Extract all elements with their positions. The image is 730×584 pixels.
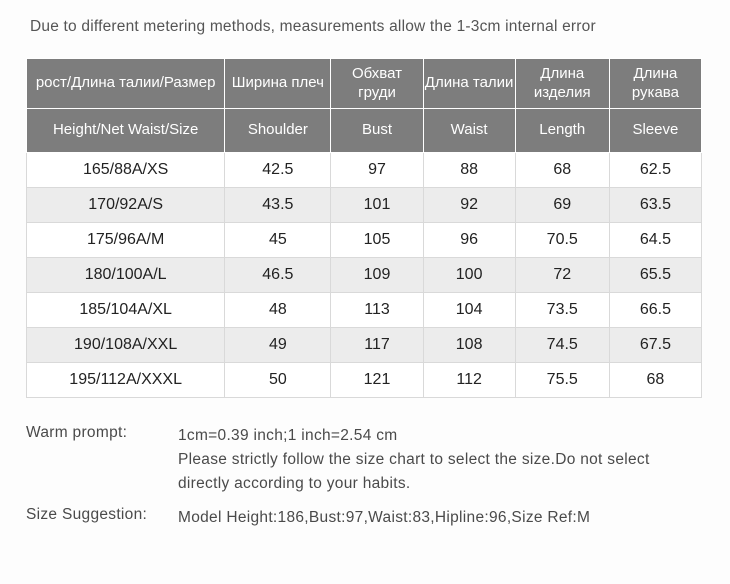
header-row-en: Height/Net Waist/Size Shoulder Bust Wais… <box>27 109 702 153</box>
cell: 165/88A/XS <box>27 153 225 188</box>
cell: 63.5 <box>609 188 701 223</box>
cell: 73.5 <box>515 293 609 328</box>
cell: 88 <box>423 153 515 188</box>
cell: 66.5 <box>609 293 701 328</box>
table-row: 195/112A/XXXL 50 121 112 75.5 68 <box>27 363 702 398</box>
table-row: 175/96A/M 45 105 96 70.5 64.5 <box>27 223 702 258</box>
th-ru-waist: Длина талии <box>423 59 515 109</box>
cell: 62.5 <box>609 153 701 188</box>
cell: 68 <box>609 363 701 398</box>
cell: 70.5 <box>515 223 609 258</box>
size-suggestion-value: Model Height:186,Bust:97,Waist:83,Hiplin… <box>178 506 704 530</box>
cell: 48 <box>225 293 331 328</box>
measurement-note: Due to different metering methods, measu… <box>30 18 704 36</box>
th-en-length: Length <box>515 109 609 153</box>
cell: 112 <box>423 363 515 398</box>
th-en-waist: Waist <box>423 109 515 153</box>
table-row: 185/104A/XL 48 113 104 73.5 66.5 <box>27 293 702 328</box>
cell: 45 <box>225 223 331 258</box>
cell: 97 <box>331 153 423 188</box>
cell: 113 <box>331 293 423 328</box>
th-ru-shoulder: Ширина плеч <box>225 59 331 109</box>
cell: 190/108A/XXL <box>27 328 225 363</box>
cell: 100 <box>423 258 515 293</box>
cell: 68 <box>515 153 609 188</box>
th-ru-sleeve: Длина рукава <box>609 59 701 109</box>
warm-prompt-line1: 1cm=0.39 inch;1 inch=2.54 cm <box>178 424 704 448</box>
cell: 195/112A/XXXL <box>27 363 225 398</box>
cell: 101 <box>331 188 423 223</box>
th-ru-length: Длина изделия <box>515 59 609 109</box>
cell: 65.5 <box>609 258 701 293</box>
cell: 121 <box>331 363 423 398</box>
cell: 69 <box>515 188 609 223</box>
cell: 49 <box>225 328 331 363</box>
cell: 108 <box>423 328 515 363</box>
table-row: 170/92A/S 43.5 101 92 69 63.5 <box>27 188 702 223</box>
cell: 72 <box>515 258 609 293</box>
cell: 75.5 <box>515 363 609 398</box>
th-en-sleeve: Sleeve <box>609 109 701 153</box>
cell: 185/104A/XL <box>27 293 225 328</box>
header-row-ru: рост/Длина талии/Размер Ширина плеч Обхв… <box>27 59 702 109</box>
cell: 117 <box>331 328 423 363</box>
cell: 104 <box>423 293 515 328</box>
cell: 170/92A/S <box>27 188 225 223</box>
cell: 74.5 <box>515 328 609 363</box>
cell: 67.5 <box>609 328 701 363</box>
cell: 46.5 <box>225 258 331 293</box>
table-row: 165/88A/XS 42.5 97 88 68 62.5 <box>27 153 702 188</box>
cell: 64.5 <box>609 223 701 258</box>
cell: 43.5 <box>225 188 331 223</box>
cell: 105 <box>331 223 423 258</box>
th-en-shoulder: Shoulder <box>225 109 331 153</box>
th-ru-size: рост/Длина талии/Размер <box>27 59 225 109</box>
th-ru-bust: Обхват груди <box>331 59 423 109</box>
cell: 42.5 <box>225 153 331 188</box>
footer-notes: Warm prompt: 1cm=0.39 inch;1 inch=2.54 c… <box>26 424 704 530</box>
table-row: 190/108A/XXL 49 117 108 74.5 67.5 <box>27 328 702 363</box>
cell: 109 <box>331 258 423 293</box>
size-suggestion-label: Size Suggestion: <box>26 506 178 530</box>
size-chart-body: 165/88A/XS 42.5 97 88 68 62.5 170/92A/S … <box>27 153 702 398</box>
cell: 50 <box>225 363 331 398</box>
table-row: 180/100A/L 46.5 109 100 72 65.5 <box>27 258 702 293</box>
cell: 180/100A/L <box>27 258 225 293</box>
warm-prompt-label: Warm prompt: <box>26 424 178 496</box>
th-en-bust: Bust <box>331 109 423 153</box>
warm-prompt-line2: Please strictly follow the size chart to… <box>178 448 704 496</box>
cell: 96 <box>423 223 515 258</box>
cell: 175/96A/M <box>27 223 225 258</box>
size-chart-table: рост/Длина талии/Размер Ширина плеч Обхв… <box>26 58 702 398</box>
cell: 92 <box>423 188 515 223</box>
th-en-size: Height/Net Waist/Size <box>27 109 225 153</box>
